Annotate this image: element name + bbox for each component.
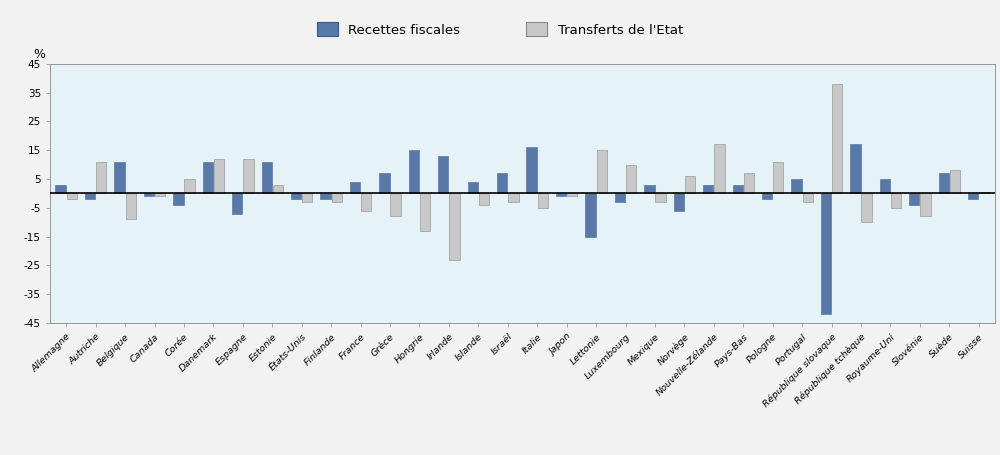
Bar (184, 179, 195, 193)
Bar (155, 193, 165, 196)
Bar (891, 193, 901, 208)
Bar (615, 193, 625, 202)
Bar (585, 193, 596, 237)
Bar (968, 193, 978, 199)
Bar (96, 162, 106, 193)
Bar (243, 159, 254, 193)
Bar (262, 162, 272, 193)
Bar (291, 193, 301, 199)
Bar (320, 193, 331, 199)
Bar (597, 150, 607, 193)
Bar (762, 193, 772, 199)
Bar (508, 193, 519, 202)
Bar (302, 193, 312, 202)
Bar (950, 170, 960, 193)
Bar (468, 182, 478, 193)
Bar (497, 173, 507, 193)
Bar (920, 193, 931, 217)
Bar (979, 192, 990, 193)
Bar (644, 185, 655, 193)
Bar (409, 150, 419, 193)
Bar (438, 156, 448, 193)
Bar (114, 162, 125, 193)
Bar (821, 193, 831, 314)
Bar (390, 193, 401, 217)
Bar (850, 144, 861, 193)
Bar (567, 193, 577, 196)
Bar (273, 185, 283, 193)
Bar (449, 193, 460, 260)
Bar (214, 159, 224, 193)
Bar (909, 193, 919, 205)
Bar (733, 185, 743, 193)
Bar (861, 193, 872, 222)
Bar (556, 193, 566, 196)
Bar (203, 162, 213, 193)
Bar (674, 193, 684, 211)
Bar (361, 193, 371, 211)
Bar (144, 193, 154, 196)
Bar (655, 193, 666, 202)
Bar (714, 144, 725, 193)
Bar (55, 185, 66, 193)
Bar (880, 179, 890, 193)
Bar (350, 182, 360, 193)
Bar (420, 193, 430, 231)
Bar (85, 193, 95, 199)
Bar (939, 173, 949, 193)
Bar (791, 179, 802, 193)
Bar (232, 193, 242, 213)
Bar (773, 162, 783, 193)
Bar (479, 193, 489, 205)
Bar (626, 165, 636, 193)
Bar (67, 193, 77, 199)
Bar (832, 84, 842, 193)
Bar (332, 193, 342, 202)
Bar (538, 193, 548, 208)
Bar (685, 176, 695, 193)
Bar (744, 173, 754, 193)
Bar (379, 173, 390, 193)
Bar (126, 193, 136, 219)
Bar (803, 193, 813, 202)
Bar (703, 185, 713, 193)
Legend: Recettes fiscales, Transferts de l'Etat: Recettes fiscales, Transferts de l'Etat (317, 22, 683, 37)
Bar (526, 147, 537, 193)
Bar (173, 193, 184, 205)
Text: %: % (33, 48, 45, 61)
